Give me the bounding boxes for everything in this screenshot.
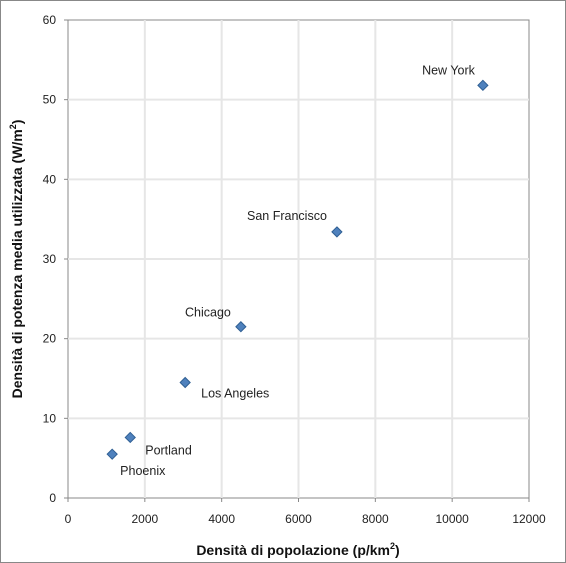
data-point-label: Phoenix xyxy=(120,464,166,478)
y-tick-label: 60 xyxy=(43,13,57,27)
x-tick-label: 8000 xyxy=(362,512,389,526)
y-tick-label: 10 xyxy=(43,411,57,425)
data-point-label: Chicago xyxy=(185,306,231,320)
data-point xyxy=(331,226,343,238)
x-tick-label: 4000 xyxy=(208,512,235,526)
x-axis-title: Densità di popolazione (p/km2) xyxy=(196,541,399,558)
data-point-label: Los Angeles xyxy=(201,386,269,400)
point-labels: Phoenix Portland Los Angeles Chicago San Fra… xyxy=(120,63,475,478)
y-axis-title: Densità di potenza media utilizzata (W/m… xyxy=(8,120,25,399)
axes: 0 2000 4000 6000 8000 10000 12000 0 10 20 30 40 50 60 xyxy=(43,13,546,526)
y-tick-label: 30 xyxy=(43,252,57,266)
data-point xyxy=(179,376,191,389)
data-points xyxy=(106,79,489,460)
x-tick-label: 10000 xyxy=(435,512,469,526)
data-point-label: Portland xyxy=(145,443,192,457)
data-point xyxy=(235,321,247,333)
x-tick-label: 6000 xyxy=(285,512,312,526)
data-point-label: San Francisco xyxy=(247,209,327,223)
data-point xyxy=(106,448,118,460)
data-point-label: New York xyxy=(422,63,476,77)
y-tick-label: 20 xyxy=(43,332,57,346)
x-tick-label: 12000 xyxy=(512,512,546,526)
data-point xyxy=(124,431,136,444)
gridlines xyxy=(68,20,529,498)
y-tick-label: 40 xyxy=(43,172,57,186)
data-point xyxy=(477,79,489,92)
x-tick-label: 0 xyxy=(65,512,72,526)
y-tick-label: 0 xyxy=(49,491,56,505)
y-tick-label: 50 xyxy=(43,93,57,107)
x-tick-label: 2000 xyxy=(131,512,158,526)
